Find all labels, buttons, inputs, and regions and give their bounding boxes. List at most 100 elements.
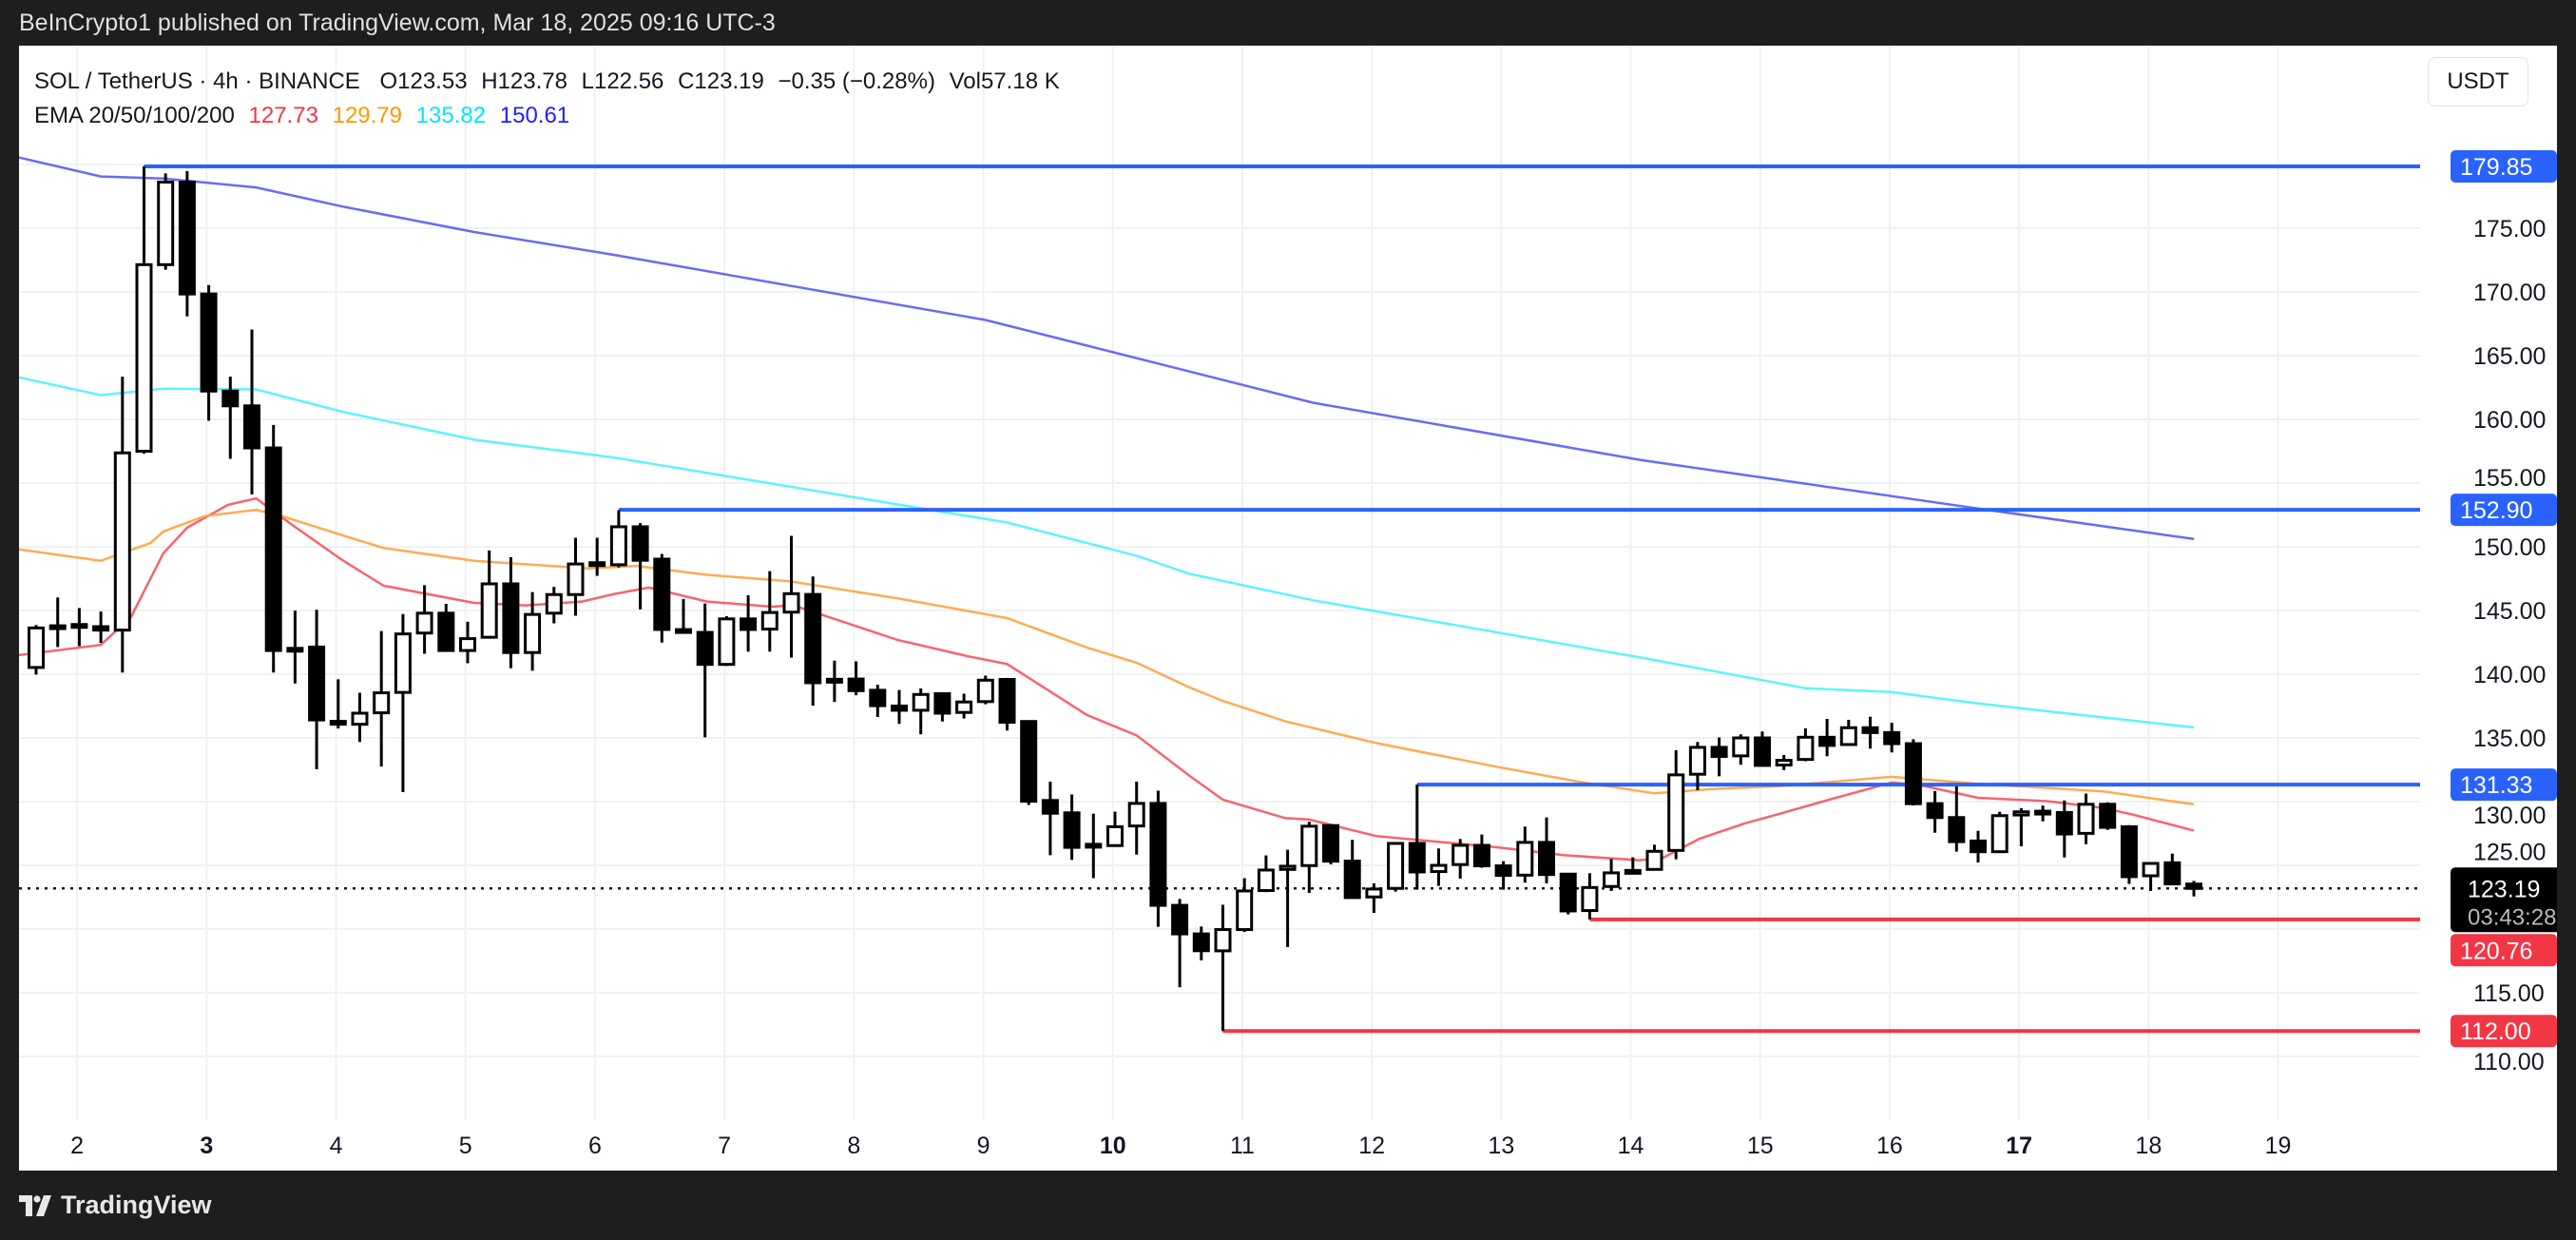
chart-pane[interactable]: 2 3 4 5 6 7 8 9 10 11 12 13 14 15 16 17 18 19 175.00 170.00… [19, 46, 2557, 1171]
candle [502, 556, 520, 668]
candle [1581, 873, 1599, 920]
candle [1063, 794, 1081, 861]
candle-body [1257, 868, 1275, 893]
time-tick-label: 18 [2135, 1133, 2162, 1159]
currency-button[interactable]: USDT [2428, 57, 2528, 107]
candle-body [480, 582, 498, 639]
candle [1451, 839, 1470, 879]
candle-body [2120, 824, 2138, 879]
volume: Vol57.18 K [949, 68, 1060, 94]
candle [1387, 842, 1405, 892]
candle-body [1667, 773, 1685, 852]
candle-body [1451, 843, 1470, 866]
candle-body [2185, 882, 2202, 890]
candle-body [718, 617, 736, 667]
candle [1883, 723, 1901, 753]
candle-body [825, 677, 843, 684]
candle [351, 692, 369, 743]
candle [308, 610, 326, 769]
candle [696, 603, 714, 738]
ema-line-ema200 [19, 156, 2195, 541]
candle-body [2142, 862, 2160, 878]
candle-body [1948, 816, 1966, 843]
candle [998, 677, 1016, 731]
ema-line-ema50 [19, 508, 2195, 806]
price-chart[interactable]: 2 3 4 5 6 7 8 9 10 11 12 13 14 15 16 17 18 19 175.00 170.00… [19, 46, 2557, 1171]
tradingview-logo[interactable]: TradingView [19, 1191, 212, 1220]
candle-body [1430, 863, 1448, 874]
candle-body [1063, 811, 1081, 849]
time-tick-label: 2 [70, 1133, 84, 1159]
last-price-badge [2451, 867, 2557, 933]
ohlc-low: L122.56 [581, 68, 664, 94]
candle [1667, 749, 1685, 860]
price-tick-label: 155.00 [2473, 465, 2546, 492]
candle-body [976, 678, 994, 704]
candle [1408, 785, 1426, 890]
level-price-badge [2451, 934, 2557, 967]
candle-body [329, 720, 347, 727]
candle [1322, 823, 1339, 864]
ema-legend-row: EMA 20/50/100/200 127.73 129.79 135.82 1… [34, 99, 1067, 133]
candle-body [524, 612, 542, 654]
candle-body [92, 625, 110, 632]
candle [2077, 793, 2095, 844]
candle [1192, 926, 1210, 960]
time-tick-label: 6 [588, 1133, 602, 1159]
price-tick-label: 135.00 [2473, 726, 2546, 752]
candle-body [1106, 824, 1124, 847]
candle-body [1494, 864, 1512, 878]
candle [135, 166, 153, 455]
time-tick-label: 4 [330, 1133, 343, 1159]
candle [1106, 811, 1124, 847]
publish-info: BeInCrypto1 published on TradingView.com… [19, 10, 776, 36]
price-tick-label: 150.00 [2473, 534, 2546, 561]
ema200-value: 150.61 [499, 103, 570, 128]
ohlc-close: C123.19 [678, 68, 764, 94]
candle-body [178, 180, 196, 296]
candle-body [286, 647, 304, 653]
candle [1257, 855, 1275, 893]
candle [157, 173, 175, 270]
candle [1516, 826, 1534, 883]
candle-body [1990, 814, 2009, 854]
ema-line-ema20 [19, 496, 2195, 862]
candle [545, 587, 563, 624]
candle [2120, 824, 2138, 884]
level-price-label: 152.90 [2460, 497, 2532, 524]
candle [675, 598, 692, 634]
candle-body [675, 628, 692, 634]
time-tick-label: 3 [200, 1133, 213, 1159]
ema-label[interactable]: EMA 20/50/100/200 [34, 103, 235, 128]
candle-body [1839, 726, 1857, 746]
candle-body [1883, 730, 1901, 746]
candle [1278, 849, 1297, 947]
candle-body [1236, 889, 1254, 932]
time-tick-label: 17 [2006, 1133, 2032, 1159]
candle [1300, 822, 1318, 893]
candle [653, 553, 671, 643]
price-tick-label: 160.00 [2473, 407, 2546, 434]
ema50-value: 129.79 [332, 103, 402, 128]
level-price-label: 131.33 [2460, 772, 2532, 799]
time-tick-label: 15 [1747, 1133, 1774, 1159]
symbol-name[interactable]: SOL / TetherUS · 4h · BINANCE [34, 68, 360, 94]
candle [1818, 719, 1836, 757]
candle [1494, 861, 1512, 890]
candle [243, 329, 260, 495]
candle [1624, 857, 1642, 875]
level-price-label: 112.00 [2460, 1018, 2531, 1045]
ema20-value: 127.73 [248, 103, 318, 128]
candle [1538, 817, 1555, 883]
candle-body [1926, 802, 1944, 820]
candle [955, 693, 973, 719]
candle [178, 170, 196, 317]
level-price-badge [2451, 1015, 2557, 1048]
candle-body [696, 630, 714, 667]
time-tick-label: 16 [1876, 1133, 1903, 1159]
candle-body [1516, 841, 1534, 877]
candle-body [609, 525, 627, 567]
candle [760, 571, 779, 652]
candle-body [373, 691, 391, 715]
candle [1970, 830, 1987, 863]
